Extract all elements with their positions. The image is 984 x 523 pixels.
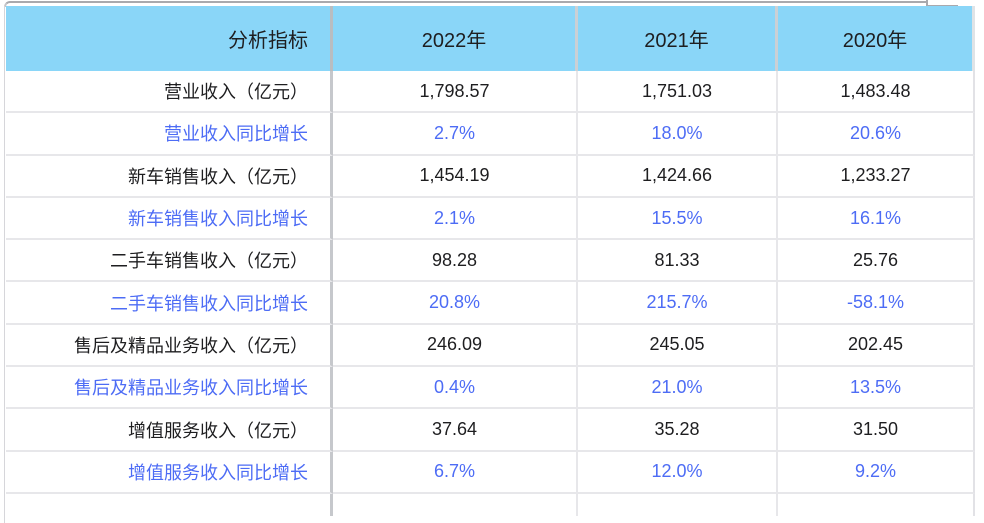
metric-label: 售后及精品业务收入同比增长 — [6, 367, 333, 410]
cell-2022: 1,454.19 — [333, 155, 578, 198]
cell-2020: 202.45 — [778, 324, 975, 368]
metric-label: 新车销售收入（亿元） — [6, 155, 333, 198]
financial-metrics-table: 分析指标 2022年 2021年 2020年 营业收入（亿元） 1,798.57… — [6, 6, 975, 516]
metric-label: 营业收入同比增长 — [6, 113, 333, 156]
cell-2021: 245.05 — [578, 324, 778, 368]
cell-2021: 12.0% — [578, 451, 778, 494]
table-row: 新车销售收入（亿元） 1,454.19 1,424.66 1,233.27 — [6, 155, 975, 198]
cell-2021: 215.7% — [578, 282, 778, 325]
cell-2020: 20.6% — [778, 113, 975, 156]
cell-2022: 0.4% — [333, 367, 578, 410]
metric-label: 增值服务收入同比增长 — [6, 451, 333, 494]
metric-label: 二手车销售收入同比增长 — [6, 282, 333, 325]
cell-2021: 81.33 — [578, 240, 778, 283]
table-row: 售后及精品业务收入同比增长 0.4% 21.0% 13.5% — [6, 367, 975, 410]
column-header-year-2020: 2020年 — [778, 6, 975, 71]
cell-2020: 25.76 — [778, 240, 975, 283]
table-row: 营业收入同比增长 2.7% 18.0% 20.6% — [6, 113, 975, 156]
cell-2020: 1,483.48 — [778, 71, 975, 114]
cell-2020: 31.50 — [778, 409, 975, 452]
table-row: 售后及精品业务收入（亿元） 246.09 245.05 202.45 — [6, 324, 975, 368]
metric-label: 营业收入（亿元） — [6, 71, 333, 114]
metric-label: 二手车销售收入（亿元） — [6, 240, 333, 283]
card-frame-left — [4, 6, 5, 523]
cell-2021: 1,424.66 — [578, 155, 778, 198]
table-row: 二手车销售收入同比增长 20.8% 215.7% -58.1% — [6, 282, 975, 325]
cell-2020: 16.1% — [778, 197, 975, 241]
column-header-year-2022: 2022年 — [333, 6, 578, 71]
cell-2022: 6.7% — [333, 451, 578, 494]
cell-2020: 13.5% — [778, 367, 975, 410]
cell-2022: 20.8% — [333, 282, 578, 325]
table-row: 二手车销售收入（亿元） 98.28 81.33 25.76 — [6, 240, 975, 283]
cell-2020: -58.1% — [778, 282, 975, 325]
metric-label: 增值服务收入（亿元） — [6, 409, 333, 452]
cell-2022: 2.1% — [333, 197, 578, 241]
cell-2020: 1,233.27 — [778, 155, 975, 198]
cell-2022: 1,798.57 — [333, 71, 578, 114]
header-row: 分析指标 2022年 2021年 2020年 — [6, 6, 975, 71]
table-row: 增值服务收入（亿元） 37.64 35.28 31.50 — [6, 409, 975, 452]
cell-2022: 2.7% — [333, 113, 578, 156]
cell-2022: 98.28 — [333, 240, 578, 283]
metric-label: 新车销售收入同比增长 — [6, 197, 333, 241]
cell-2021: 18.0% — [578, 113, 778, 156]
column-header-year-2021: 2021年 — [578, 6, 778, 71]
cell-2021: 1,751.03 — [578, 71, 778, 114]
cell-2021: 35.28 — [578, 409, 778, 452]
cell-2022: 37.64 — [333, 409, 578, 452]
card-frame-top — [4, 1, 952, 7]
column-header-metric: 分析指标 — [6, 6, 333, 71]
table-row: 新车销售收入同比增长 2.1% 15.5% 16.1% — [6, 197, 975, 241]
metric-label: 售后及精品业务收入（亿元） — [6, 324, 333, 368]
cell-2020: 9.2% — [778, 451, 975, 494]
cell-2021: 21.0% — [578, 367, 778, 410]
cell-2021: 15.5% — [578, 197, 778, 241]
table-row: 营业收入（亿元） 1,798.57 1,751.03 1,483.48 — [6, 71, 975, 114]
cell-2022: 246.09 — [333, 324, 578, 368]
table-row: 增值服务收入同比增长 6.7% 12.0% 9.2% — [6, 451, 975, 494]
table-row-partial — [6, 493, 975, 516]
